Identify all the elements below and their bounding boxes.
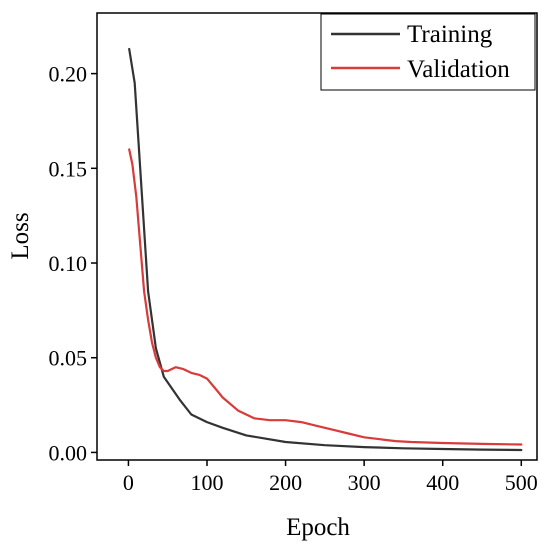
y-tick-label: 0.00 (49, 440, 88, 465)
x-axis-ticks: 0 100 200 300 400 500 (123, 460, 538, 495)
y-axis-ticks: 0.00 0.05 0.10 0.15 0.20 (49, 62, 97, 465)
legend-label-training: Training (407, 21, 493, 48)
plot-frame (96, 12, 538, 461)
series-line-training (128, 47, 523, 452)
x-tick-label: 200 (269, 470, 302, 495)
x-tick-label: 500 (505, 470, 538, 495)
x-tick-label: 100 (191, 470, 224, 495)
series-line-validation (128, 148, 523, 446)
y-axis-title: Loss (7, 212, 34, 259)
x-tick-label: 400 (426, 470, 459, 495)
x-tick-label: 300 (348, 470, 381, 495)
y-tick-label: 0.20 (49, 62, 88, 87)
y-tick-label: 0.05 (49, 346, 88, 371)
y-tick-label: 0.10 (49, 251, 88, 276)
x-tick-label: 0 (123, 470, 134, 495)
series-lines (128, 47, 523, 452)
x-axis-title: Epoch (286, 514, 350, 541)
legend: Training Validation (320, 13, 536, 91)
y-tick-label: 0.15 (49, 156, 88, 181)
legend-box (320, 13, 536, 91)
legend-label-validation: Validation (407, 56, 510, 83)
